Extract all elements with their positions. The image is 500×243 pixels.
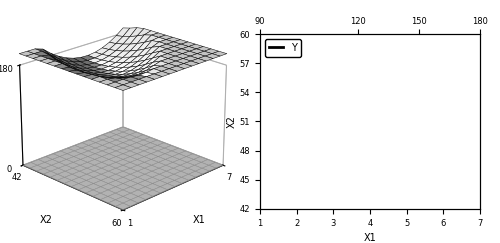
Y-axis label: X2: X2	[40, 215, 53, 225]
Y-axis label: X2: X2	[227, 115, 237, 128]
X-axis label: X1: X1	[193, 215, 206, 225]
X-axis label: X1: X1	[364, 233, 376, 243]
Legend: Y: Y	[265, 39, 301, 57]
